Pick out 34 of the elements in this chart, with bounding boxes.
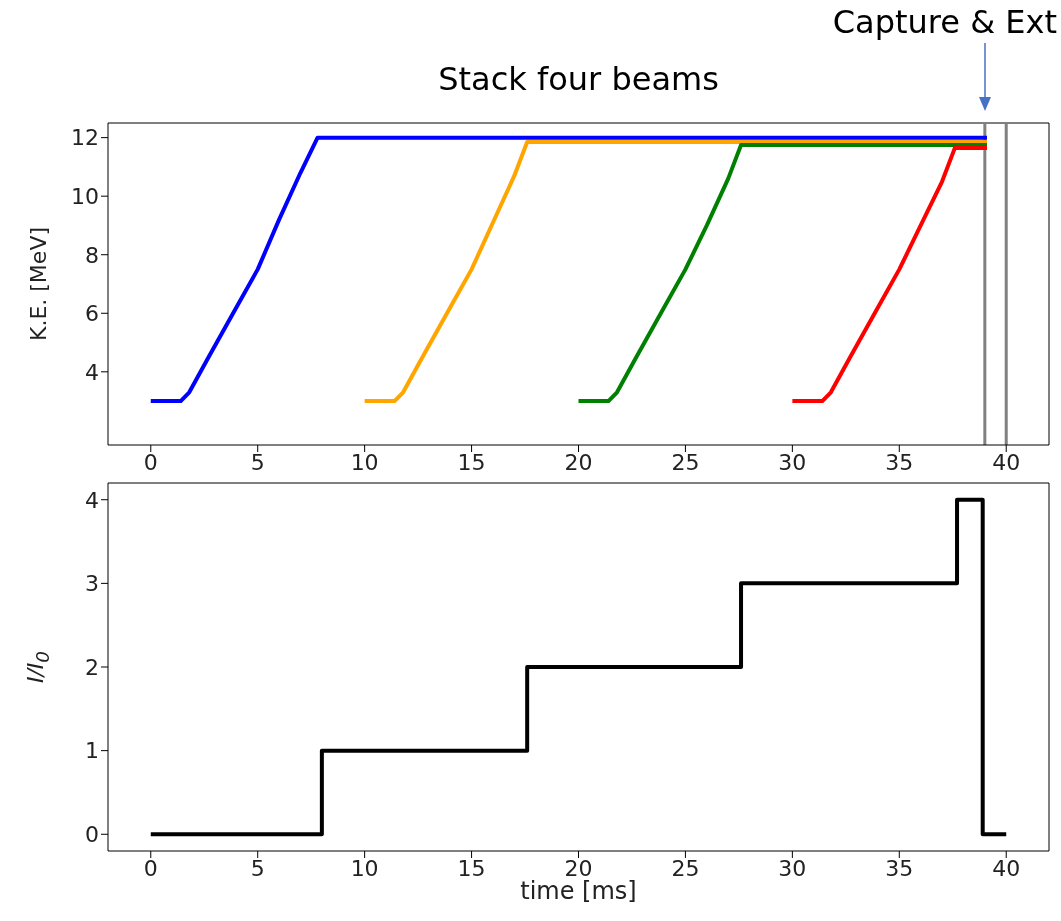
x-tick-label: 5 [250, 449, 265, 475]
line-series [362, 140, 989, 404]
line-series [790, 145, 989, 404]
y-tick-label: 2 [85, 654, 99, 680]
x-tick-label: 15 [457, 855, 486, 881]
y-tick-label: 1 [85, 738, 99, 764]
x-tick-label: 10 [350, 449, 379, 475]
x-tick-label: 15 [457, 449, 486, 475]
x-tick-label: 10 [350, 855, 379, 881]
x-tick-label: 25 [671, 855, 700, 881]
y-tick-label: 3 [85, 571, 99, 597]
x-tick-label: 35 [885, 449, 914, 475]
x-tick-label: 40 [992, 855, 1021, 881]
x-tick-label: 20 [564, 449, 593, 475]
x-tick-label: 0 [143, 855, 158, 881]
y-tick-label: 4 [85, 487, 99, 513]
y-axis-title: K.E. [MeV] [25, 226, 51, 342]
text: Capture & Ext [832, 3, 1057, 41]
y-tick-label: 6 [85, 301, 99, 327]
y-tick-label: 10 [71, 183, 99, 209]
y-tick-label: 4 [85, 359, 99, 385]
x-tick-label: 0 [143, 449, 158, 475]
x-tick-label: 5 [250, 855, 265, 881]
y-tick-label: 0 [85, 822, 99, 848]
line-series [148, 135, 989, 404]
x-tick-label: 30 [778, 855, 807, 881]
line-series [576, 142, 989, 404]
x-tick-label: 25 [671, 449, 700, 475]
x-tick-label: 40 [992, 449, 1021, 475]
x-tick-label: 35 [885, 855, 914, 881]
x-tick-label: 30 [778, 449, 807, 475]
chart-title: Stack four beams [438, 60, 719, 98]
y-tick-label: 8 [85, 242, 99, 268]
y-tick-label: 12 [71, 125, 99, 151]
